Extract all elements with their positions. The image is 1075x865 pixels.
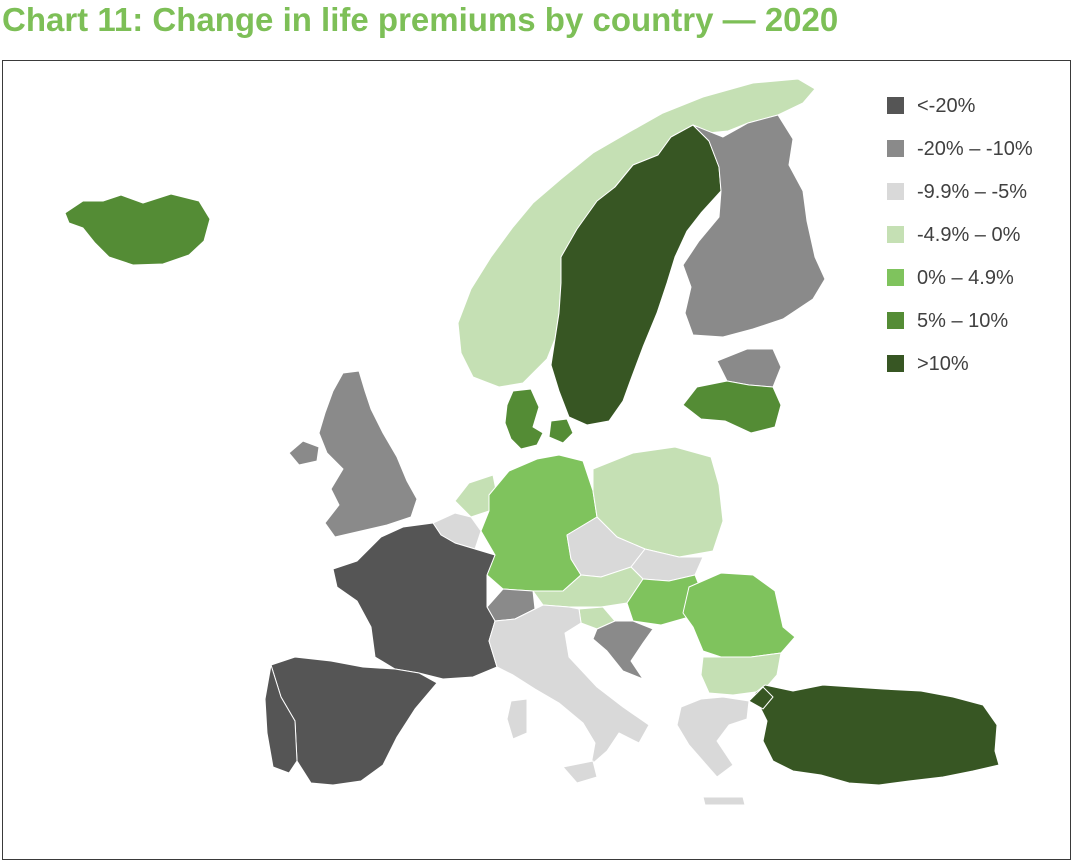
- legend-swatch: [887, 140, 904, 157]
- legend-swatch: [887, 183, 904, 200]
- country-romania[interactable]: [682, 572, 796, 658]
- country-bulgaria[interactable]: [700, 652, 782, 696]
- country-finland[interactable]: [682, 114, 826, 338]
- legend-label: <-20%: [917, 95, 976, 117]
- country-latvia[interactable]: [682, 380, 782, 434]
- country-turkey[interactable]: [754, 684, 1000, 786]
- country-sweden[interactable]: [550, 124, 722, 426]
- legend-swatch: [887, 355, 904, 372]
- country-greece[interactable]: [676, 696, 750, 778]
- country-northern-ireland[interactable]: [288, 440, 320, 466]
- legend-swatch: [887, 269, 904, 286]
- country-italy[interactable]: [488, 604, 650, 766]
- country-portugal[interactable]: [264, 664, 298, 774]
- legend-label: -20% – -10%: [917, 138, 1033, 160]
- country-spain[interactable]: [270, 656, 438, 786]
- country-italy-sicily[interactable]: [562, 760, 598, 784]
- country-denmark[interactable]: [504, 388, 544, 450]
- legend-label: 5% – 10%: [917, 310, 1009, 332]
- chart-title: Chart 11: Change in life premiums by cou…: [2, 1, 839, 38]
- country-turkey-thrace[interactable]: [748, 686, 774, 710]
- country-united-kingdom[interactable]: [318, 370, 418, 538]
- legend-label: -9.9% – -5%: [917, 181, 1028, 203]
- legend-swatch: [887, 97, 904, 114]
- map-frame: <-20% -20% – -10% -9.9% – -5% -4.9% – 0%…: [2, 60, 1071, 860]
- legend-label: >10%: [917, 353, 969, 375]
- country-italy-sardinia[interactable]: [506, 698, 528, 740]
- country-greece-crete[interactable]: [702, 796, 746, 806]
- country-croatia[interactable]: [592, 620, 654, 680]
- country-iceland[interactable]: [64, 193, 211, 266]
- legend-swatch: [887, 226, 904, 243]
- legend-swatch: [887, 312, 904, 329]
- country-denmark-islands[interactable]: [548, 418, 574, 444]
- europe-map: [64, 78, 1000, 806]
- legend-label: -4.9% – 0%: [917, 224, 1021, 246]
- legend-label: 0% – 4.9%: [917, 267, 1014, 289]
